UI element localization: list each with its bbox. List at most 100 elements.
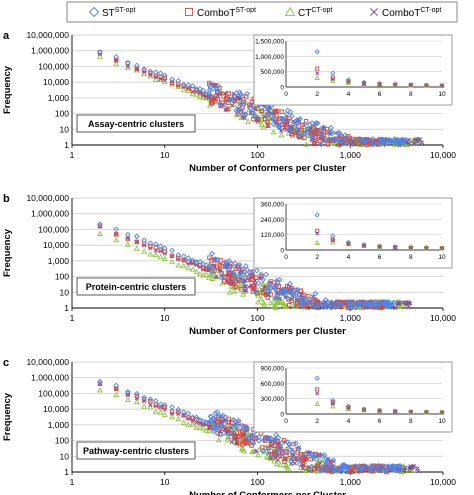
triangle-marker bbox=[185, 264, 192, 271]
triangle-marker bbox=[277, 461, 284, 467]
square-marker bbox=[214, 94, 219, 99]
diamond-marker bbox=[213, 85, 220, 92]
diamond-marker bbox=[175, 406, 182, 413]
y-tick-label: 100,000 bbox=[38, 224, 69, 234]
square-marker bbox=[231, 281, 236, 286]
diamond-marker bbox=[270, 121, 277, 127]
inset-cross-marker bbox=[424, 83, 429, 88]
square-marker bbox=[255, 117, 261, 122]
diamond-marker bbox=[250, 440, 257, 447]
diamond-marker bbox=[337, 301, 343, 308]
legend-label-sup: CT-opt bbox=[311, 7, 332, 14]
triangle-marker bbox=[282, 302, 289, 309]
square-marker bbox=[244, 440, 250, 446]
triangle-marker bbox=[249, 448, 256, 455]
triangle-marker bbox=[256, 286, 263, 292]
inset-x-tick-label: 2 bbox=[315, 418, 319, 425]
diamond-marker bbox=[317, 452, 324, 458]
diamond-marker bbox=[97, 378, 103, 385]
inset-x-tick-label: 2 bbox=[315, 91, 319, 98]
diamond-marker bbox=[397, 467, 404, 473]
square-marker bbox=[324, 126, 330, 132]
x-axis-title: Number of Conformers per Cluster bbox=[189, 490, 346, 495]
panel-letter: a bbox=[3, 30, 10, 42]
square-marker bbox=[97, 381, 103, 387]
triangle-marker bbox=[180, 262, 187, 269]
cross-marker bbox=[412, 137, 418, 143]
square-marker bbox=[141, 397, 147, 402]
inset-cross-marker bbox=[393, 409, 398, 414]
triangle-marker bbox=[226, 289, 233, 295]
diamond-marker bbox=[289, 113, 295, 120]
diamond-marker bbox=[243, 275, 249, 281]
inset-square-marker bbox=[346, 405, 351, 410]
inset-triangle-marker bbox=[376, 408, 383, 414]
diamond-marker bbox=[261, 437, 267, 443]
diamond-marker bbox=[295, 294, 301, 301]
triangle-marker bbox=[197, 270, 203, 277]
square-marker bbox=[287, 452, 293, 458]
diamond-marker bbox=[253, 288, 259, 295]
cross-marker bbox=[148, 402, 153, 408]
legend-entry: ComboTCT-opt bbox=[370, 7, 441, 19]
diamond-marker bbox=[253, 267, 260, 274]
diamond-marker bbox=[243, 263, 249, 269]
triangle-marker bbox=[282, 462, 289, 468]
triangle-marker bbox=[189, 266, 196, 272]
cross-marker bbox=[242, 287, 248, 293]
y-tick-label: 100,000 bbox=[38, 388, 69, 398]
diamond-marker bbox=[328, 124, 334, 131]
inset-x-tick-label: 6 bbox=[378, 91, 382, 98]
diamond-marker bbox=[304, 126, 311, 132]
y-tick-label: 100 bbox=[55, 272, 69, 282]
diamond-marker bbox=[301, 121, 308, 128]
diamond-marker bbox=[189, 83, 196, 89]
legend-label-sup: CT-opt bbox=[420, 7, 441, 14]
diamond-marker bbox=[260, 447, 266, 454]
legend-label: ComboTCT-opt bbox=[382, 7, 441, 19]
inset-triangle-marker bbox=[392, 244, 398, 250]
square-marker bbox=[286, 302, 292, 308]
diamond-marker bbox=[287, 446, 294, 453]
square-marker bbox=[148, 398, 153, 404]
square-marker bbox=[228, 281, 234, 286]
diamond-marker bbox=[321, 452, 328, 458]
panel-letter: b bbox=[3, 193, 10, 205]
diamond-marker bbox=[161, 245, 168, 252]
inset-square-marker bbox=[315, 387, 320, 392]
square-marker bbox=[221, 279, 227, 284]
cross-marker bbox=[229, 439, 234, 445]
diamond-marker bbox=[282, 289, 289, 296]
inset-cross-marker bbox=[346, 241, 351, 246]
diamond-marker bbox=[180, 409, 187, 415]
triangle-marker bbox=[161, 255, 168, 261]
square-marker bbox=[207, 80, 212, 86]
cross-marker bbox=[153, 248, 158, 253]
triangle-marker bbox=[303, 141, 310, 147]
triangle-marker bbox=[147, 404, 154, 410]
inset-cross-marker bbox=[315, 231, 320, 236]
diamond-marker bbox=[275, 435, 282, 441]
diamond-marker bbox=[113, 226, 120, 233]
inset-triangle-marker bbox=[361, 81, 367, 86]
inset-diamond-marker bbox=[314, 212, 320, 218]
legend-entry: STST-opt bbox=[88, 6, 135, 19]
square-marker bbox=[303, 119, 309, 124]
diamond-marker bbox=[367, 468, 374, 474]
inset-triangle-marker bbox=[361, 407, 367, 413]
diamond-marker bbox=[141, 237, 148, 244]
diamond-marker bbox=[161, 402, 168, 408]
triangle-marker bbox=[124, 396, 131, 403]
diamond-marker bbox=[297, 299, 303, 306]
diamond-marker bbox=[206, 82, 213, 88]
cross-marker bbox=[214, 275, 219, 280]
inset-y-tick-label: 120,000 bbox=[261, 232, 285, 239]
diamond-marker bbox=[249, 270, 255, 277]
inset-x-tick-label: 2 bbox=[315, 254, 319, 261]
square-marker bbox=[249, 99, 255, 104]
diamond-marker bbox=[392, 138, 399, 145]
inset-y-tick-label: 360,000 bbox=[261, 202, 285, 209]
inset-square-marker bbox=[315, 228, 320, 233]
triangle-marker bbox=[175, 262, 182, 268]
x-axis-title: Number of Conformers per Cluster bbox=[189, 163, 346, 174]
